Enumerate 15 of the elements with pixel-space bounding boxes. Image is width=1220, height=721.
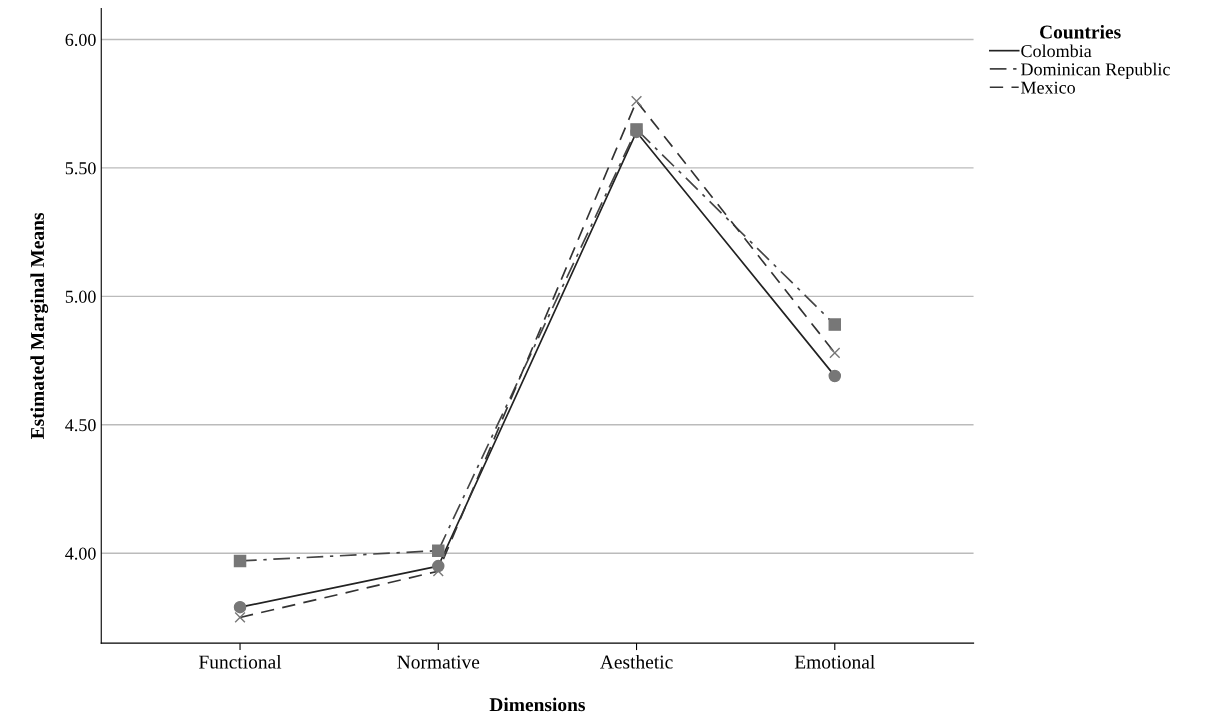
- legend-label: Colombia: [1021, 44, 1092, 58]
- y-tick-label: 5.00: [65, 290, 96, 303]
- x-axis-title: Dimensions: [489, 697, 586, 712]
- legend-label: Dominican Republic: [1021, 62, 1170, 80]
- y-tick-label: 5.50: [65, 162, 96, 175]
- x-tick-label: Aesthetic: [600, 654, 673, 669]
- y-axis-title: Estimated Marginal Means: [30, 212, 49, 439]
- y-tick-label: 6.00: [65, 33, 96, 46]
- x-tick-label: Normative: [397, 655, 480, 669]
- y-tick-label: 4.00: [65, 547, 96, 560]
- x-tick-label: Emotional: [794, 654, 875, 669]
- legend-title: Countries: [1040, 24, 1121, 39]
- legend-label: Mexico: [1021, 81, 1075, 94]
- x-tick-label: Functional: [199, 654, 282, 669]
- y-tick-label: 4.50: [65, 419, 96, 432]
